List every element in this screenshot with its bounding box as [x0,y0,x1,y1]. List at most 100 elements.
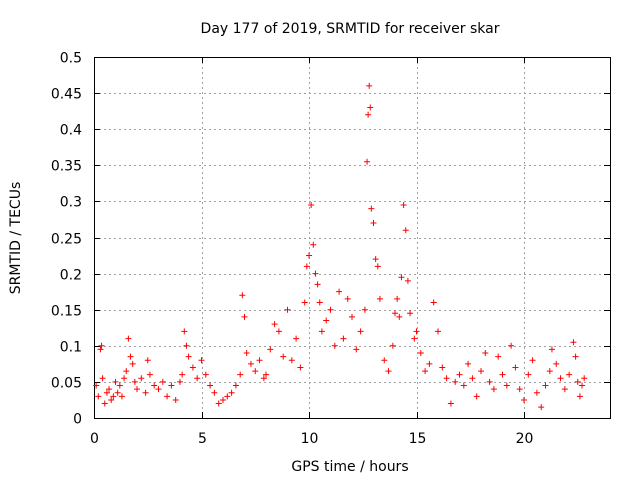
data-point [340,335,347,342]
data-point [181,328,188,335]
data-point [280,353,287,360]
data-point [118,393,125,400]
data-point [288,357,295,364]
data-point [131,378,138,385]
y-tick-label: 0.25 [51,232,82,248]
data-point [121,375,128,382]
data-point [127,353,134,360]
data-point [366,82,373,89]
data-point [275,328,282,335]
data-point [134,386,140,393]
data-point [260,375,267,382]
data-point [327,306,334,313]
data-point [263,371,269,378]
data-point [310,241,317,248]
data-point [361,306,368,313]
data-point [316,299,323,306]
data-point [394,295,401,302]
y-tick-label: 0.5 [60,51,82,67]
data-point [561,386,568,393]
data-point [177,378,183,385]
data-point [495,353,502,360]
data-point [308,202,315,209]
data-point [172,396,179,403]
data-point [542,382,549,389]
data-point [110,393,117,400]
data-point [503,382,510,389]
x-axis-label: GPS time / hours [291,459,408,475]
data-point [237,371,244,378]
data-point [533,389,540,396]
y-tick-label: 0.4 [60,123,82,139]
data-point [271,321,278,328]
data-point [521,396,527,403]
data-point [353,346,360,353]
data-point [538,404,545,411]
y-tick-label: 0.3 [60,195,82,211]
x-tick-label: 0 [90,431,99,447]
data-point [168,382,175,389]
x-tick-label: 15 [409,431,427,447]
data-point [426,360,433,367]
data-point [349,313,355,320]
data-point [581,375,588,382]
data-point [516,386,523,393]
data-point [435,328,441,335]
y-axis-label: SRMTID / TECUs [8,182,24,295]
data-point [114,389,121,396]
axis-ticks [94,57,610,419]
data-point [108,396,115,403]
data-point [572,353,579,360]
data-point [512,364,519,371]
data-point [155,386,162,393]
data-point [447,400,454,407]
data-point [385,368,392,375]
y-tick-label: 0.45 [51,87,82,103]
y-tick-label: 0.35 [51,159,82,175]
data-point [411,335,418,342]
data-point [98,342,105,349]
data-point [331,342,338,349]
data-point [344,295,351,302]
y-tick-label: 0.05 [51,376,82,392]
data-point [106,386,113,393]
data-point [123,368,130,375]
data-point [508,342,515,349]
data-point [183,342,190,349]
data-point [400,202,407,209]
data-point [215,400,222,407]
data-point [198,357,205,364]
data-point [189,364,196,371]
data-point [164,393,171,400]
data-point [314,281,321,288]
data-point [473,393,480,400]
data-point [303,263,310,270]
data-point [116,382,123,389]
data-point [482,350,489,357]
data-point [297,364,304,371]
data-point [546,368,553,375]
data-point [97,346,104,353]
data-point [284,306,291,313]
data-point [579,382,586,389]
data-point [469,375,476,382]
data-point [301,299,308,306]
data-point [220,396,226,403]
y-tick-label: 0.2 [60,268,82,284]
data-point [93,382,100,389]
data-point [101,400,108,407]
data-point [224,393,231,400]
data-point [357,328,364,335]
plot-frame [94,57,611,419]
x-tick-label: 10 [301,431,319,447]
data-point [312,270,319,277]
y-tick-label: 0.1 [60,340,82,356]
data-point [336,288,343,295]
data-point [323,317,330,324]
data-point [99,375,106,382]
data-point [103,389,110,396]
data-point [389,342,396,349]
data-point [374,263,381,270]
data-point [376,295,383,302]
